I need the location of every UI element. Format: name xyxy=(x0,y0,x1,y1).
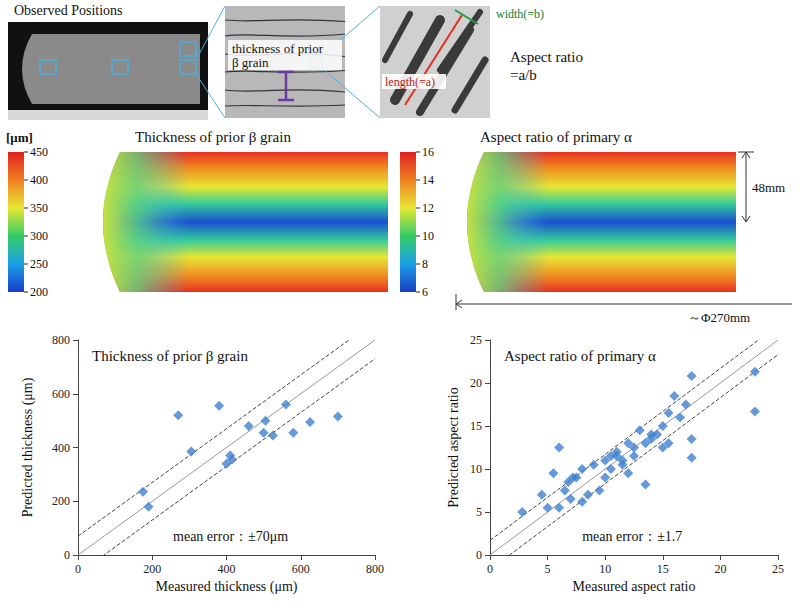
svg-text:Measured aspect ratio: Measured aspect ratio xyxy=(573,579,696,594)
svg-text:200: 200 xyxy=(52,494,70,508)
svg-text:Measured thickness (μm): Measured thickness (μm) xyxy=(155,579,297,595)
svg-text:0: 0 xyxy=(64,548,70,562)
svg-text:10: 10 xyxy=(599,562,611,576)
svg-text:～Φ270mm: ～Φ270mm xyxy=(688,310,750,325)
svg-text:Aspect ratio: Aspect ratio xyxy=(510,49,583,65)
svg-text:400: 400 xyxy=(30,173,48,187)
svg-text:25: 25 xyxy=(772,562,784,576)
svg-text:mean error：±1.7: mean error：±1.7 xyxy=(582,529,682,544)
svg-text:10: 10 xyxy=(422,229,434,243)
svg-text:Thickness of prior β grain: Thickness of prior β grain xyxy=(135,129,291,145)
svg-text:200: 200 xyxy=(143,562,161,576)
svg-text:Observed Positions: Observed Positions xyxy=(14,3,123,18)
svg-text:Thickness of prior β grain: Thickness of prior β grain xyxy=(92,348,248,364)
svg-text:15: 15 xyxy=(470,419,482,433)
svg-text:10: 10 xyxy=(470,462,482,476)
svg-text:400: 400 xyxy=(52,441,70,455)
svg-text:Aspect ratio of primary α: Aspect ratio of primary α xyxy=(504,348,656,364)
svg-text:20: 20 xyxy=(470,376,482,390)
svg-text:350: 350 xyxy=(30,201,48,215)
svg-text:20: 20 xyxy=(714,562,726,576)
svg-text:200: 200 xyxy=(30,285,48,299)
svg-text:48mm: 48mm xyxy=(752,180,785,195)
svg-text:length(=a): length(=a) xyxy=(385,75,435,89)
svg-text:=a/b: =a/b xyxy=(510,67,537,83)
svg-text:0: 0 xyxy=(75,562,81,576)
svg-text:12: 12 xyxy=(422,201,434,215)
svg-text:Predicted aspect ratio: Predicted aspect ratio xyxy=(446,387,461,508)
svg-text:width(=b): width(=b) xyxy=(496,7,544,21)
svg-text:6: 6 xyxy=(422,285,428,299)
svg-text:thickness of prior: thickness of prior xyxy=(232,41,324,56)
svg-text:800: 800 xyxy=(52,333,70,347)
svg-text:600: 600 xyxy=(52,387,70,401)
svg-text:mean error：±70μm: mean error：±70μm xyxy=(173,529,288,544)
svg-text:250: 250 xyxy=(30,257,48,271)
svg-text:Aspect ratio of primary α: Aspect ratio of primary α xyxy=(480,129,632,145)
svg-text:600: 600 xyxy=(292,562,310,576)
svg-text:300: 300 xyxy=(30,229,48,243)
svg-text:0: 0 xyxy=(476,548,482,562)
svg-text:Predicted thickness (μm): Predicted thickness (μm) xyxy=(20,377,36,517)
svg-text:15: 15 xyxy=(657,562,669,576)
svg-text:400: 400 xyxy=(218,562,236,576)
svg-text:0: 0 xyxy=(487,562,493,576)
svg-text:β grain: β grain xyxy=(232,55,269,70)
svg-text:800: 800 xyxy=(366,562,384,576)
svg-text:5: 5 xyxy=(545,562,551,576)
svg-text:450: 450 xyxy=(30,145,48,159)
svg-text:5: 5 xyxy=(476,505,482,519)
svg-text:14: 14 xyxy=(422,173,434,187)
svg-text:[μm]: [μm] xyxy=(6,130,33,145)
svg-text:16: 16 xyxy=(422,145,434,159)
svg-text:25: 25 xyxy=(470,333,482,347)
svg-text:8: 8 xyxy=(422,257,428,271)
